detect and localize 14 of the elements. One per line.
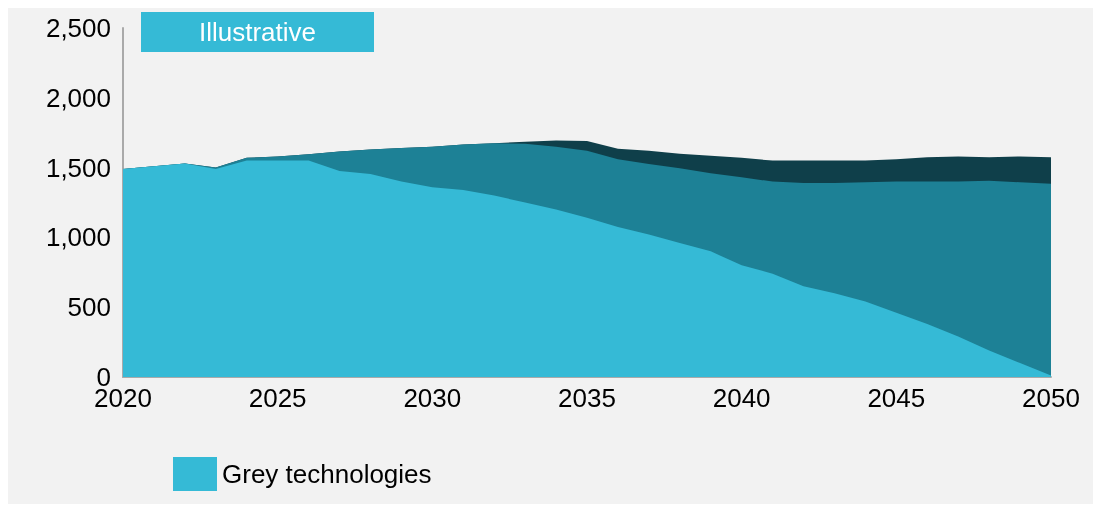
x-tick-label: 2035 <box>558 383 616 413</box>
legend-label: Grey technologies <box>222 459 432 489</box>
x-tick-label: 2050 <box>1022 383 1080 413</box>
x-tick-label: 2030 <box>403 383 462 413</box>
label-box: Illustrative <box>141 12 375 52</box>
annotation: Illustrative <box>199 17 317 47</box>
x-tick-label: 2045 <box>867 383 926 413</box>
y-tick-label: 1,500 <box>45 152 111 183</box>
y-tick-label: 1,000 <box>45 222 111 253</box>
x-tick-label: 2025 <box>248 383 307 413</box>
y-tick-label: 2,000 <box>45 82 111 113</box>
y-tick-label: 2,500 <box>45 13 111 43</box>
x-tick-label: 2040 <box>712 383 771 413</box>
y-tick-label: 500 <box>67 292 111 323</box>
